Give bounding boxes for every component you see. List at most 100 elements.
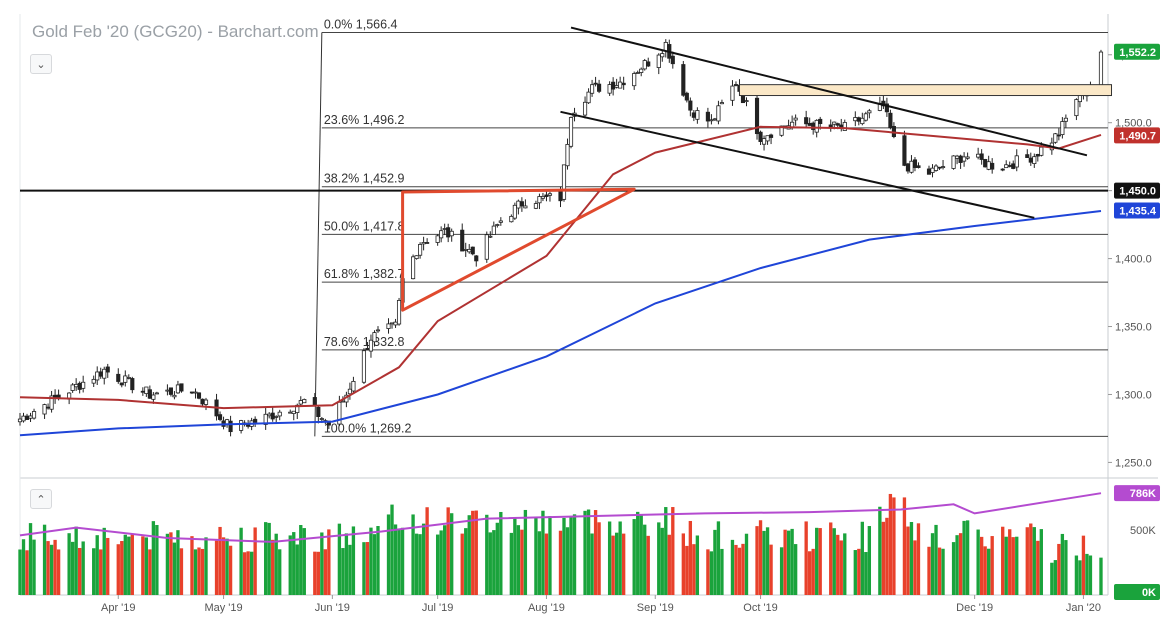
volume-bar: [572, 514, 577, 595]
candle-body: [463, 249, 468, 251]
volume-bar: [765, 527, 770, 595]
volume-bar: [590, 533, 594, 595]
candle-body: [102, 368, 107, 379]
volume-bar: [49, 544, 54, 595]
volume-bar: [190, 536, 194, 595]
price-badge-bg: [1114, 202, 1160, 219]
candle-body: [828, 124, 833, 128]
volume-bar: [151, 521, 156, 595]
candle-body: [77, 382, 82, 390]
volume-bar: [762, 530, 766, 595]
volume-bar: [513, 517, 517, 595]
volume-bar: [537, 531, 542, 595]
candle-body: [56, 394, 61, 398]
candle-body: [730, 85, 735, 101]
volume-bar: [172, 542, 177, 595]
price-tick-label: 1,500.0: [1115, 118, 1152, 130]
candle-body: [460, 229, 465, 252]
candle-body: [916, 165, 921, 168]
resistance-zone: [738, 84, 1113, 97]
volume-bar: [730, 539, 735, 595]
candle-body: [509, 215, 514, 223]
volume-bar: [435, 534, 440, 595]
volume-bar: [664, 507, 668, 595]
volume-bar: [671, 507, 675, 595]
candle-body: [449, 230, 454, 237]
volume-bar: [534, 517, 538, 595]
candle-body: [1056, 134, 1061, 137]
price-badges: 1,552.2 1,490.7 1,450.0 1,435.4 786K 0K: [1114, 43, 1160, 600]
candle-body: [660, 53, 665, 58]
candle-body: [593, 82, 598, 85]
volume-bar: [681, 533, 685, 595]
volume-bar: [839, 540, 843, 595]
volume-bar: [1025, 527, 1029, 595]
candle-body: [512, 204, 517, 219]
volume-bar: [1011, 537, 1015, 595]
candle-body: [484, 234, 489, 260]
candle-body: [1063, 117, 1068, 122]
volume-badge: 0K: [1142, 587, 1156, 599]
candle-body: [91, 378, 96, 384]
volume-bar: [509, 532, 514, 595]
candle-body: [288, 411, 293, 414]
volume-bar: [934, 524, 938, 595]
candle-body: [435, 235, 440, 243]
volume-bar: [288, 535, 292, 595]
volume-bar: [278, 549, 282, 595]
volume-bar: [197, 547, 201, 595]
candle-body: [1032, 156, 1037, 164]
volume-bar: [916, 523, 921, 595]
volume-bar: [274, 533, 278, 595]
volume-bar: [1099, 557, 1103, 595]
volume-bar: [607, 521, 612, 595]
axes: 1,550.01,500.01,450.01,400.01,350.01,300…: [101, 50, 1156, 614]
price-tick-label: 1,400.0: [1115, 254, 1152, 266]
candle-body: [1004, 164, 1009, 169]
volume-bar: [927, 546, 931, 595]
candle-body: [853, 117, 858, 122]
candle-body: [411, 256, 416, 280]
candle-body: [470, 246, 475, 255]
volume-bar: [21, 539, 26, 595]
triangle-pattern: [401, 187, 636, 312]
candle-body: [807, 122, 812, 126]
volume-bar: [1032, 527, 1036, 595]
volume-bar: [987, 548, 991, 595]
candle-body: [639, 68, 644, 73]
ma50-line: [19, 125, 1102, 410]
candle-body: [418, 244, 423, 256]
volume-badge-bg: [1114, 485, 1160, 502]
candle-body: [147, 389, 152, 399]
candle-body: [53, 394, 58, 398]
candle-body: [347, 388, 352, 395]
candle-body: [761, 138, 767, 145]
candle-body: [754, 97, 760, 135]
volume-bar: [295, 544, 299, 595]
candle-body: [618, 81, 623, 89]
volume-bar: [467, 515, 471, 595]
collapse-price-button[interactable]: ⌄: [30, 54, 52, 74]
candle-body: [976, 153, 981, 158]
candle-body: [123, 375, 128, 383]
volume-bar: [860, 521, 864, 595]
volume-bars: [18, 493, 1103, 595]
volume-bar: [783, 529, 787, 595]
candle-body: [165, 389, 170, 392]
volume-badge: 786K: [1130, 488, 1156, 500]
collapse-volume-button[interactable]: ⌃: [30, 489, 52, 509]
volume-bar: [941, 548, 945, 595]
candle-body: [860, 117, 865, 125]
fib-level-label: 100.0% 1,269.2: [324, 421, 412, 435]
fib-level-label: 50.0% 1,417.8: [324, 219, 405, 233]
date-tick-label: Dec '19: [956, 602, 993, 614]
volume-bar: [253, 527, 257, 595]
volume-bar: [1060, 533, 1065, 595]
candle-body: [519, 201, 524, 207]
chevron-down-icon: ⌄: [36, 58, 46, 71]
volume-tick-label: 500K: [1130, 525, 1156, 537]
volume-bar: [548, 516, 552, 595]
volume-badge-bg: [1114, 584, 1160, 600]
candle-body: [733, 84, 739, 86]
